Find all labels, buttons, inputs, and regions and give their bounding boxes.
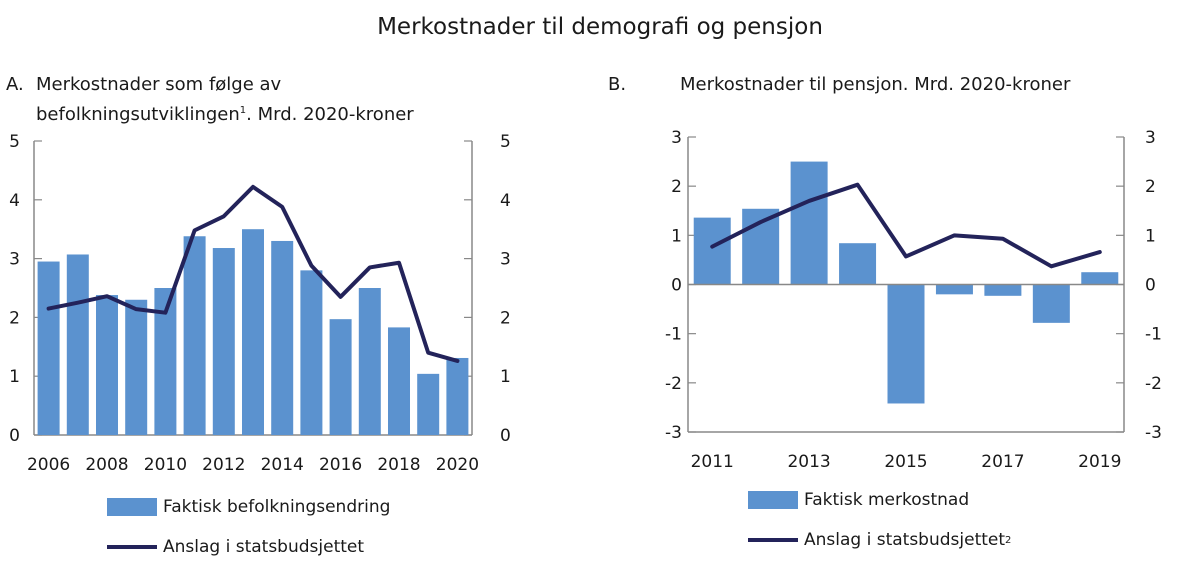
y-tick-label-left: 1 (671, 226, 682, 246)
bar (388, 327, 410, 435)
y-tick-label-left: -1 (665, 325, 682, 345)
bar (417, 373, 440, 435)
legend-swatch-line (107, 545, 157, 549)
bar (790, 161, 828, 285)
bar (125, 299, 148, 435)
x-tick-label: 2010 (144, 455, 187, 475)
bar (446, 357, 469, 435)
series-line (710, 182, 1102, 269)
bar (271, 240, 294, 435)
legend-swatch-bar (107, 498, 157, 516)
bar (242, 229, 264, 435)
x-tick-label: 2018 (377, 455, 420, 475)
y-tick-label-right: -2 (1145, 374, 1162, 394)
series-line (46, 184, 460, 363)
panel-a-title-text: Merkostnader som følge av befolkningsutv… (36, 74, 414, 125)
footnote-1: 1 (239, 105, 247, 116)
panel-a-label: A. (6, 74, 24, 95)
legend-label: Anslag i statsbudsjettet (163, 537, 365, 557)
bar (300, 270, 323, 435)
y-tick-label-right: -1 (1145, 325, 1162, 345)
y-tick-label-right: 1 (500, 367, 511, 387)
legend-b-line: Anslag i statsbudsjettet 2 (748, 530, 1011, 550)
x-tick-label: 2006 (27, 455, 70, 475)
y-tick-label-left: 0 (9, 426, 20, 446)
bar (212, 248, 235, 435)
y-tick-label-left: 0 (671, 276, 682, 296)
x-tick-label: 2012 (202, 455, 245, 475)
bar (329, 319, 352, 435)
y-tick-label-left: 2 (9, 308, 20, 328)
panel-b-title: B. Merkostnader til pensjon. Mrd. 2020-kr… (608, 72, 1070, 98)
bar (183, 236, 206, 435)
figure-title: Merkostnader til demografi og pensjon (377, 14, 823, 40)
bar (887, 284, 925, 404)
y-tick-label-left: 3 (671, 128, 682, 148)
legend-swatch-bar (748, 491, 798, 509)
bar (66, 254, 89, 435)
bar (839, 243, 877, 285)
bar (935, 284, 973, 295)
y-tick-label-right: 5 (500, 132, 511, 152)
y-tick-label-left: 1 (9, 367, 20, 387)
bar (154, 288, 177, 435)
y-tick-label-left: -2 (665, 374, 682, 394)
y-tick-label-right: 2 (500, 308, 511, 328)
x-tick-label: 2008 (85, 455, 128, 475)
y-tick-label-left: 4 (9, 191, 20, 211)
panel-b-title-text: Merkostnader til pensjon. Mrd. 2020-kron… (680, 74, 1071, 95)
footnote-2: 2 (1005, 534, 1012, 546)
y-tick-label-left: 2 (671, 177, 682, 197)
legend-a-line: Anslag i statsbudsjettet (107, 537, 364, 557)
title-suffix: . Mrd. 2020-kroner (246, 104, 414, 125)
y-tick-label-left: 5 (9, 132, 20, 152)
y-tick-label-right: 1 (1145, 226, 1156, 246)
y-tick-label-right: 4 (500, 191, 511, 211)
y-tick-label-right: 0 (1145, 276, 1156, 296)
bar (96, 295, 118, 435)
x-tick-label: 2020 (436, 455, 479, 475)
x-tick-label: 2019 (1078, 452, 1121, 472)
legend-b-bar: Faktisk merkostnad (748, 490, 969, 510)
bar (1032, 284, 1070, 323)
bar (984, 284, 1022, 296)
bar (1081, 272, 1119, 285)
legend-label: Anslag i statsbudsjettet (804, 530, 1006, 550)
x-tick-label: 2016 (319, 455, 362, 475)
x-tick-label: 2013 (787, 452, 830, 472)
panel-b-label: B. (608, 74, 627, 95)
legend-swatch-line (748, 538, 798, 542)
bar (358, 288, 381, 435)
legend-a-bar: Faktisk befolkningsendring (107, 497, 390, 517)
y-tick-label-right: 3 (1145, 128, 1156, 148)
y-tick-label-right: -3 (1145, 423, 1162, 443)
y-tick-label-right: 3 (500, 250, 511, 270)
y-tick-label-right: 2 (1145, 177, 1156, 197)
bar (37, 261, 60, 435)
bar (693, 217, 731, 285)
x-tick-label: 2017 (981, 452, 1024, 472)
legend-label: Faktisk befolkningsendring (163, 497, 391, 517)
y-tick-label-right: 0 (500, 426, 511, 446)
x-tick-label: 2011 (691, 452, 734, 472)
x-tick-label: 2015 (884, 452, 927, 472)
panel-a-title: A. Merkostnader som følge av befolkningsu… (6, 72, 456, 128)
y-tick-label-left: 3 (9, 250, 20, 270)
x-tick-label: 2014 (261, 455, 304, 475)
y-tick-label-left: -3 (665, 423, 682, 443)
legend-label: Faktisk merkostnad (804, 490, 970, 510)
